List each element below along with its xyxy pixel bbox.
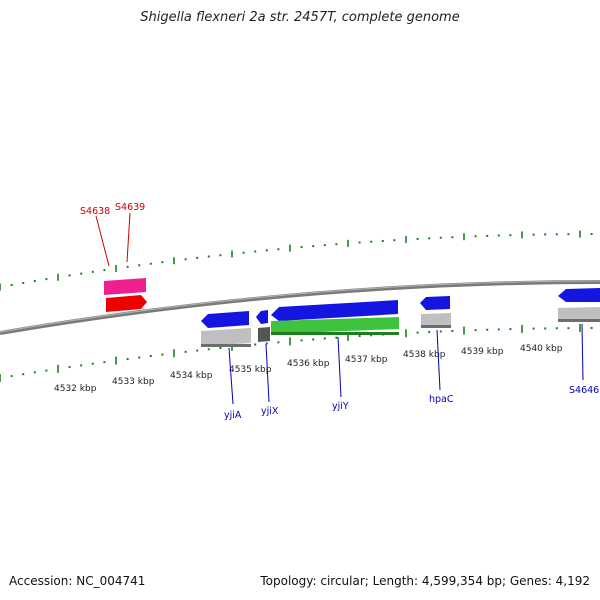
gene-yjix-feature[interactable] [256,310,268,324]
label-leader-yjia [228,347,234,405]
accession-text: Accession: NC_004741 [9,574,146,588]
label-leader-s4638 [95,215,110,267]
gene-label-yjiy[interactable]: yjiY [332,401,349,412]
upper-tick-arc [0,230,593,291]
ruler-label: 4538 kbp [403,350,446,360]
ruler-label: 4534 kbp [170,371,213,381]
track-box-hpac [421,313,451,327]
gene-hpac-feature[interactable] [420,296,450,310]
track-box-yjiy [271,317,399,334]
ruler-label: 4532 kbp [54,384,97,394]
gene-label-hpac[interactable]: hpaC [429,394,454,405]
track-box-yjiy-shade [271,332,399,335]
track-box-yjia-shade [201,344,251,347]
ruler-label: 4540 kbp [520,344,563,354]
genome-backbone-highlight [0,280,600,333]
track-box-s4646-shade [558,319,600,322]
gene-s4639-feature[interactable] [106,295,147,312]
label-leader-hpac [436,329,441,391]
label-leader-s4639 [126,212,131,263]
genome-summary-text: Topology: circular; Length: 4,599,354 bp… [260,574,590,588]
label-leader-s4646 [581,323,584,381]
ruler-labels: 4532 kbp 4533 kbp 4534 kbp 4535 kbp 4536… [54,344,563,394]
map-title: Shigella flexneri 2a str. 2457T, complet… [140,10,460,25]
track-box-s4646 [558,307,600,321]
ruler-label: 4539 kbp [461,347,504,357]
forward-gene-labels: S4638 S4639 [80,202,145,267]
ruler-label: 4536 kbp [287,359,330,369]
ruler-label: 4533 kbp [112,377,155,387]
track-box-yjix [258,327,270,342]
gene-yjia-feature[interactable] [201,311,249,328]
gene-s4638-feature[interactable] [104,278,146,295]
genome-backbone [0,280,600,335]
gene-label-s4638[interactable]: S4638 [80,206,110,217]
gene-yjiy-feature[interactable] [271,300,398,321]
reverse-gene-labels: yjiA yjiX yjiY hpaC S4646 [224,323,599,421]
gene-label-s4646[interactable]: S4646 [569,385,599,396]
track-box-yjia [201,328,251,346]
label-leader-yjix [265,343,270,403]
gene-label-yjia[interactable]: yjiA [224,410,242,421]
gene-label-s4639[interactable]: S4639 [115,202,145,213]
ruler-label: 4537 kbp [345,355,388,365]
track-box-hpac-shade [421,325,451,328]
lower-tick-arc [0,324,593,382]
ruler-label: 4535 kbp [229,365,272,375]
label-leader-yjiy [337,336,342,398]
gene-label-yjix[interactable]: yjiX [261,406,279,417]
gene-s4646-feature[interactable] [558,288,600,302]
